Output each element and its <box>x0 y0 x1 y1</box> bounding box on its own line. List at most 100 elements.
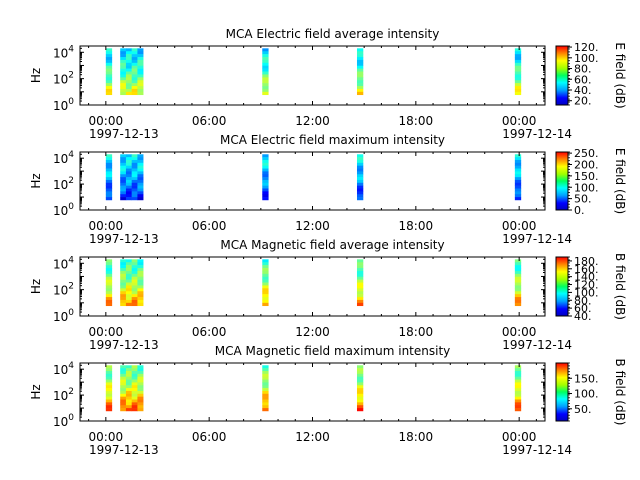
colorbar-gradient <box>555 362 569 422</box>
spectrogram-cell <box>120 368 127 372</box>
spectrogram-cell <box>262 57 269 61</box>
spectrogram-cell <box>137 396 144 400</box>
spectrogram-cell <box>137 54 144 58</box>
spectrogram-cell <box>131 179 138 184</box>
spectrogram-cell <box>356 86 364 90</box>
spectrogram-cell <box>131 162 138 166</box>
spectrogram-cell <box>514 388 522 392</box>
spectrogram-cell <box>131 279 138 283</box>
spectrogram-cell <box>514 282 522 286</box>
spectrogram-cell <box>125 174 132 178</box>
spectrogram-cell <box>514 157 522 161</box>
spectrogram-cell <box>120 80 127 84</box>
spectrogram-cell <box>105 276 113 280</box>
spectrogram-cell <box>120 65 127 69</box>
spectrogram-cell <box>356 51 364 55</box>
spectrogram-cell <box>514 408 522 412</box>
spectrogram-cell <box>137 388 144 392</box>
spectrogram-cell <box>514 88 522 93</box>
spectrogram-cell <box>120 294 127 298</box>
spectrogram-cell <box>356 282 364 286</box>
spectrogram-cell <box>105 402 113 406</box>
spectrogram-cell <box>514 365 522 369</box>
spectrogram-cell <box>131 370 138 375</box>
spectrogram-cell <box>137 405 144 409</box>
spectrogram-cell <box>356 91 364 96</box>
spectrogram-cell <box>105 268 113 272</box>
spectrogram-cell <box>356 379 364 383</box>
spectrogram-cell <box>120 62 127 67</box>
spectrogram-cell <box>131 174 138 178</box>
spectrogram-cell <box>514 179 522 184</box>
spectrogram-cell <box>131 51 138 55</box>
spectrogram-cell <box>105 385 113 389</box>
y-axis-label: Hz <box>29 279 43 294</box>
spectrogram-cell <box>120 273 127 278</box>
spectrogram-cell <box>120 259 127 263</box>
spectrogram-cell <box>514 405 522 409</box>
spectrogram-cell <box>131 154 138 158</box>
spectrogram-cell <box>120 385 127 389</box>
spectrogram-cell <box>262 288 269 292</box>
spectrogram-cell <box>105 273 113 278</box>
spectrogram-cell <box>137 299 144 304</box>
x-tick-label: 06:00 <box>192 325 227 339</box>
spectrogram-cell <box>262 157 269 161</box>
spectrogram-cell <box>514 382 522 386</box>
spectrogram-cell <box>120 154 127 158</box>
spectrogram-cell <box>131 299 138 304</box>
spectrogram-segment <box>514 48 522 96</box>
spectrogram-cell <box>105 291 113 295</box>
spectrogram-cell <box>262 86 269 90</box>
spectrogram-cell <box>356 171 364 175</box>
spectrogram-cell <box>125 83 132 87</box>
spectrogram-cell <box>120 165 127 169</box>
spectrogram-cell <box>262 191 269 195</box>
spectrogram-cell <box>131 390 138 395</box>
spectrogram-cell <box>137 86 144 90</box>
spectrogram-cell <box>137 83 144 87</box>
spectrogram-cell <box>105 179 113 184</box>
spectrogram-cell <box>514 62 522 67</box>
spectrogram-cell <box>514 291 522 295</box>
spectrogram-cell <box>262 174 269 178</box>
spectrogram-cell <box>120 57 127 61</box>
spectrogram-cell <box>262 162 269 166</box>
spectrogram-cell <box>105 408 113 412</box>
spectrogram-cell <box>262 159 269 164</box>
spectrogram-cell <box>105 294 113 298</box>
colorbar-tick-label: 60. <box>574 73 592 86</box>
spectrogram-cell <box>105 299 113 304</box>
spectrogram-cell <box>262 59 269 64</box>
x-tick-label: 06:00 <box>192 114 227 128</box>
colorbar-tick-label: 50. <box>574 193 592 206</box>
spectrogram-cell <box>125 288 132 292</box>
spectrogram-cell <box>262 179 269 184</box>
colorbar: 250.200.150.100.50.0. E field (dB) <box>555 147 627 217</box>
spectrogram-cell <box>120 59 127 64</box>
chart-panel-1: MCA Electric field average intensity 100 1… <box>29 27 627 141</box>
spectrogram-cell <box>125 68 132 72</box>
spectrogram-cell <box>514 77 522 81</box>
y-tick-label: 102 <box>53 282 74 298</box>
spectrogram-cell <box>137 51 144 55</box>
spectrogram-cell <box>514 376 522 380</box>
spectrogram-cell <box>105 382 113 386</box>
spectrogram-cell <box>137 390 144 395</box>
spectrogram-cell <box>125 179 132 184</box>
spectrogram-cell <box>514 270 522 275</box>
spectrogram-cell <box>131 376 138 380</box>
spectrogram-cell <box>514 385 522 389</box>
colorbar-tick-label: 40. <box>574 84 592 97</box>
spectrogram-cell <box>514 370 522 375</box>
spectrogram-cell <box>125 396 132 400</box>
spectrogram-cell <box>120 179 127 184</box>
spectrogram-cell <box>120 174 127 178</box>
spectrogram-cell <box>125 157 132 161</box>
x-tick-label: 00:00 <box>502 114 537 128</box>
colorbar-gradient <box>555 45 569 106</box>
spectrogram-cell <box>105 373 113 377</box>
colorbar-tick-label: 100. <box>574 52 599 65</box>
spectrogram-cell <box>125 262 132 266</box>
spectrogram-cell <box>356 302 364 307</box>
